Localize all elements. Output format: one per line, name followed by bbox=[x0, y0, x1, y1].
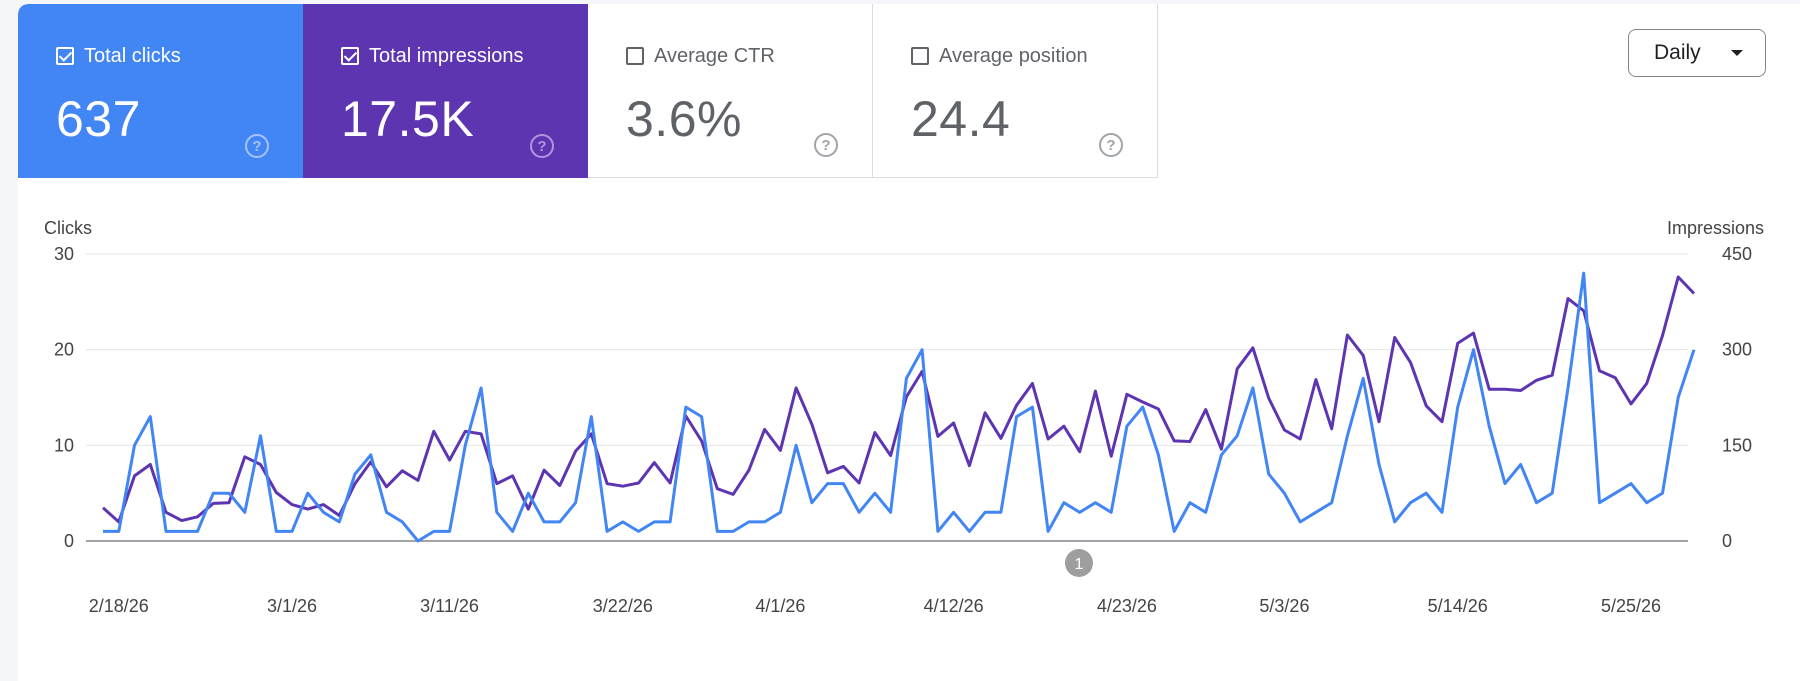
right-axis-title: Impressions bbox=[1667, 218, 1764, 238]
help-icon[interactable]: ? bbox=[814, 133, 838, 157]
annotation-marker[interactable]: 1 bbox=[1065, 549, 1093, 577]
right-tick-label: 150 bbox=[1722, 435, 1752, 455]
checkbox-unchecked-icon[interactable] bbox=[911, 47, 929, 65]
right-axis-ticks: 0 150 300 450 bbox=[1722, 244, 1752, 551]
metric-label: Average position bbox=[939, 44, 1088, 67]
metric-value: 24.4 bbox=[911, 91, 1011, 147]
right-tick-label: 0 bbox=[1722, 531, 1732, 551]
metric-card-average-position[interactable]: Average position 24.4 ? bbox=[873, 4, 1158, 178]
metric-card-total-impressions[interactable]: Total impressions 17.5K ? bbox=[303, 4, 588, 178]
help-icon[interactable]: ? bbox=[1099, 133, 1123, 157]
x-tick-label: 4/1/26 bbox=[755, 596, 805, 616]
x-tick-label: 4/23/26 bbox=[1097, 596, 1157, 616]
right-tick-label: 300 bbox=[1722, 340, 1752, 360]
caret-down-icon bbox=[1731, 50, 1743, 56]
metric-value: 17.5K bbox=[341, 91, 475, 147]
granularity-selected: Daily bbox=[1654, 41, 1701, 64]
x-tick-label: 5/25/26 bbox=[1601, 596, 1661, 616]
right-tick-label: 450 bbox=[1722, 244, 1752, 264]
performance-panel: Total clicks 637 ? Total impressions 17.… bbox=[18, 4, 1800, 681]
checkbox-checked-icon[interactable] bbox=[341, 47, 359, 65]
metric-label: Total clicks bbox=[84, 44, 181, 67]
left-tick-label: 20 bbox=[54, 340, 74, 360]
left-tick-label: 10 bbox=[54, 435, 74, 455]
help-icon[interactable]: ? bbox=[245, 134, 269, 158]
metric-value: 637 bbox=[56, 91, 141, 147]
checkbox-unchecked-icon[interactable] bbox=[626, 47, 644, 65]
chart-series bbox=[102, 271, 1696, 543]
annotation-marker-dot bbox=[1065, 549, 1093, 577]
x-tick-label: 2/18/26 bbox=[89, 596, 149, 616]
granularity-dropdown[interactable]: Daily bbox=[1628, 29, 1766, 77]
x-tick-label: 3/11/26 bbox=[420, 596, 479, 616]
x-tick-label: 3/1/26 bbox=[267, 596, 317, 616]
left-tick-label: 0 bbox=[64, 531, 74, 551]
performance-chart: Clicks Impressions 0 10 20 30 0 150 300 450 2/… bbox=[44, 218, 1764, 616]
metric-label: Total impressions bbox=[369, 44, 524, 67]
left-tick-label: 30 bbox=[54, 244, 74, 264]
series-line-clicks bbox=[103, 271, 1696, 543]
x-tick-label: 5/14/26 bbox=[1428, 596, 1488, 616]
x-axis-ticks: 2/18/26 3/1/26 3/11/26 3/22/26 4/1/26 4/12/26… bbox=[89, 596, 1661, 616]
left-axis-title: Clicks bbox=[44, 218, 92, 238]
metric-card-total-clicks[interactable]: Total clicks 637 ? bbox=[18, 4, 303, 178]
x-tick-label: 4/12/26 bbox=[924, 596, 984, 616]
metric-label: Average CTR bbox=[654, 44, 775, 67]
metric-value: 3.6% bbox=[626, 91, 742, 147]
annotation-marker-label: 1 bbox=[1075, 556, 1084, 573]
x-tick-label: 3/22/26 bbox=[593, 596, 653, 616]
checkbox-checked-icon[interactable] bbox=[56, 47, 74, 65]
series-line-impressions bbox=[102, 275, 1696, 524]
metric-card-average-ctr[interactable]: Average CTR 3.6% ? bbox=[588, 4, 873, 178]
chart-grid bbox=[86, 253, 1688, 542]
left-axis-ticks: 0 10 20 30 bbox=[54, 244, 74, 551]
x-tick-label: 5/3/26 bbox=[1259, 596, 1309, 616]
help-icon[interactable]: ? bbox=[530, 134, 554, 158]
